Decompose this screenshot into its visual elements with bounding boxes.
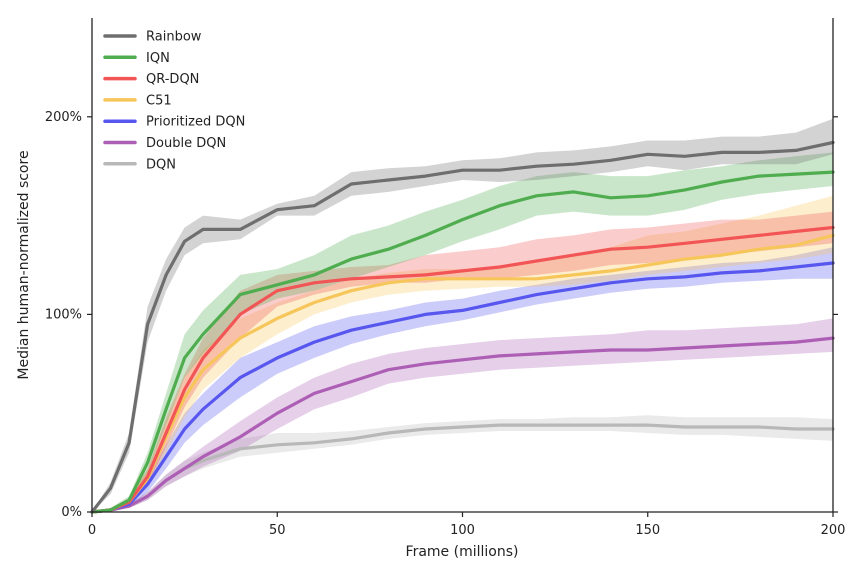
y-tick-label: 100%	[45, 307, 82, 322]
legend: Rainbow IQN QR-DQN C51 Prioritized DQN Double…	[103, 30, 245, 172]
legend-label-rainbow: Rainbow	[146, 30, 202, 45]
y-tick-label: 200%	[45, 110, 82, 125]
legend-label-qr-dqn: QR-DQN	[146, 72, 199, 87]
line-qr-dqn	[90, 225, 835, 514]
legend-label-prioritized-dqn: Prioritized DQN	[146, 115, 245, 130]
band-dqn	[92, 415, 833, 512]
x-tick-label: 200	[821, 523, 846, 538]
ticks: 0 50 100 150 200 0% 100% 200%	[45, 110, 846, 538]
legend-label-dqn: DQN	[146, 157, 176, 172]
line-dqn	[90, 423, 835, 514]
confidence-bands	[92, 118, 833, 513]
line-iqn	[90, 170, 835, 514]
x-axis-title: Frame (millions)	[406, 544, 519, 560]
series-lines	[90, 140, 835, 514]
band-rainbow	[92, 118, 833, 513]
x-tick-label: 150	[635, 523, 660, 538]
band-iqn	[92, 152, 833, 512]
band-c51	[92, 195, 833, 513]
line-double-dqn	[90, 336, 835, 514]
x-tick-label: 50	[269, 523, 286, 538]
line-rainbow	[90, 140, 835, 514]
x-tick-label: 0	[88, 523, 96, 538]
x-tick-label: 100	[450, 523, 475, 538]
legend-label-c51: C51	[146, 93, 172, 108]
y-tick-label: 0%	[61, 505, 82, 520]
band-qr-dqn	[92, 211, 833, 512]
legend-label-double-dqn: Double DQN	[146, 136, 226, 151]
line-prioritized-dqn	[90, 261, 835, 514]
y-axis-title: Median human-normalized score	[16, 150, 32, 379]
band-double-dqn	[92, 318, 833, 512]
legend-label-iqn: IQN	[146, 51, 170, 66]
